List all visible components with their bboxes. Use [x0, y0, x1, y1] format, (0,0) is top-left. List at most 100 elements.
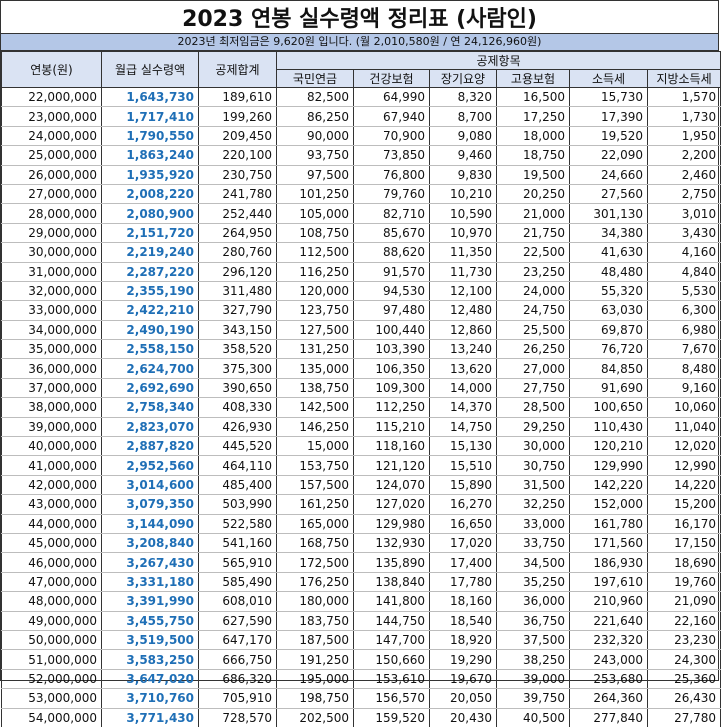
- table-cell: 3,010: [646, 203, 722, 224]
- table-cell: 21,090: [646, 591, 722, 612]
- table-cell: 103,390: [353, 339, 430, 360]
- table-cell: 3,710,760: [101, 688, 199, 709]
- table-cell: 76,800: [353, 165, 430, 185]
- table-cell: 3,079,350: [101, 494, 199, 515]
- table-cell: 48,000,000: [1, 591, 102, 612]
- table-cell: 129,990: [569, 455, 648, 476]
- table-cell: 220,100: [198, 145, 277, 166]
- table-cell: 11,350: [429, 242, 497, 263]
- table-cell: 26,250: [496, 339, 570, 360]
- table-cell: 36,000,000: [1, 358, 102, 379]
- table-cell: 311,480: [198, 281, 277, 302]
- header-long-term-care: 장기요양: [429, 69, 497, 88]
- table-cell: 14,000: [429, 378, 497, 399]
- table-cell: 53,000,000: [1, 688, 102, 709]
- table-cell: 10,970: [429, 223, 497, 244]
- table-cell: 15,130: [429, 436, 497, 457]
- table-cell: 2,624,700: [101, 358, 199, 379]
- table-cell: 3,331,180: [101, 572, 199, 593]
- table-cell: 46,000,000: [1, 552, 102, 573]
- table-cell: 34,000,000: [1, 320, 102, 341]
- table-cell: 647,170: [198, 630, 277, 651]
- table-row: 28,000,000 2,080,900 252,440 105,000 82,710 1…: [1, 203, 722, 224]
- table-row: 30,000,000 2,219,240 280,760 112,500 88,620 1…: [1, 242, 722, 263]
- table-cell: 241,780: [198, 184, 277, 205]
- table-row: 36,000,000 2,624,700 375,300 135,000 106,350…: [1, 358, 722, 379]
- table-cell: 171,560: [569, 533, 648, 554]
- table-cell: 16,270: [429, 494, 497, 515]
- table-cell: 28,500: [496, 397, 570, 418]
- table-cell: 159,520: [353, 708, 430, 727]
- table-row: 53,000,000 3,710,760 705,910 198,750 156,570…: [1, 688, 722, 709]
- table-cell: 243,000: [569, 649, 648, 670]
- table-cell: 27,000,000: [1, 184, 102, 205]
- table-cell: 27,000: [496, 358, 570, 379]
- table-cell: 10,590: [429, 203, 497, 224]
- table-cell: 105,000: [276, 203, 354, 224]
- table-cell: 16,650: [429, 514, 497, 534]
- table-cell: 15,890: [429, 475, 497, 496]
- table-row: 52,000,000 3,647,020 686,320 195,000 153,610…: [1, 669, 722, 690]
- table-cell: 23,250: [496, 262, 570, 282]
- table-cell: 35,000,000: [1, 339, 102, 360]
- table-cell: 27,560: [569, 184, 648, 205]
- table-cell: 18,690: [646, 552, 722, 573]
- table-cell: 156,570: [353, 688, 430, 709]
- table-cell: 280,760: [198, 242, 277, 263]
- table-cell: 2,422,210: [101, 300, 199, 321]
- table-cell: 264,360: [569, 688, 648, 709]
- table-cell: 161,780: [569, 514, 648, 534]
- table-cell: 27,780: [646, 708, 722, 727]
- header-salary: 연봉(원): [1, 51, 102, 88]
- table-cell: 187,500: [276, 630, 354, 651]
- table-cell: 34,500: [496, 552, 570, 573]
- table-cell: 44,000,000: [1, 514, 102, 534]
- table-cell: 10,060: [646, 397, 722, 418]
- table-cell: 21,000: [496, 203, 570, 224]
- table-cell: 485,400: [198, 475, 277, 496]
- table-cell: 29,250: [496, 417, 570, 438]
- table-cell: 3,519,500: [101, 630, 199, 651]
- table-cell: 3,267,430: [101, 552, 199, 573]
- table-cell: 79,760: [353, 184, 430, 205]
- table-cell: 15,730: [569, 87, 648, 108]
- minimum-wage-note: 2023년 최저임금은 9,620원 입니다. (월 2,010,580원 / …: [1, 34, 718, 51]
- table-cell: 165,000: [276, 514, 354, 534]
- table-cell: 18,000: [496, 126, 570, 147]
- table-cell: 199,260: [198, 106, 277, 127]
- table-cell: 47,000,000: [1, 572, 102, 593]
- table-cell: 38,250: [496, 649, 570, 670]
- table-row: 47,000,000 3,331,180 585,490 176,250 138,840…: [1, 572, 722, 593]
- table-cell: 445,520: [198, 436, 277, 457]
- table-cell: 327,790: [198, 300, 277, 321]
- table-cell: 19,290: [429, 649, 497, 670]
- table-cell: 132,930: [353, 533, 430, 554]
- table-cell: 20,250: [496, 184, 570, 205]
- table-cell: 12,990: [646, 455, 722, 476]
- table-cell: 14,750: [429, 417, 497, 438]
- table-cell: 161,250: [276, 494, 354, 515]
- page-title: 2023 연봉 실수령액 정리표 (사람인): [1, 1, 718, 34]
- table-cell: 2,558,150: [101, 339, 199, 360]
- table-cell: 121,120: [353, 455, 430, 476]
- table-cell: 14,370: [429, 397, 497, 418]
- table-cell: 37,500: [496, 630, 570, 651]
- table-cell: 67,940: [353, 106, 430, 127]
- table-cell: 343,150: [198, 320, 277, 341]
- table-cell: 12,020: [646, 436, 722, 457]
- table-cell: 85,670: [353, 223, 430, 244]
- table-cell: 25,360: [646, 669, 722, 690]
- table-cell: 94,530: [353, 281, 430, 302]
- table-row: 39,000,000 2,823,070 426,930 146,250 115,210…: [1, 417, 722, 438]
- table-cell: 522,580: [198, 514, 277, 534]
- header-monthly-net: 월급 실수령액: [101, 51, 199, 88]
- table-cell: 17,250: [496, 106, 570, 127]
- table-cell: 565,910: [198, 552, 277, 573]
- table-cell: 12,860: [429, 320, 497, 341]
- table-cell: 198,750: [276, 688, 354, 709]
- table-cell: 55,320: [569, 281, 648, 302]
- table-cell: 70,900: [353, 126, 430, 147]
- table-cell: 15,000: [276, 436, 354, 457]
- table-row: 49,000,000 3,455,750 627,590 183,750 144,750…: [1, 611, 722, 631]
- table-row: 45,000,000 3,208,840 541,160 168,750 132,930…: [1, 533, 722, 554]
